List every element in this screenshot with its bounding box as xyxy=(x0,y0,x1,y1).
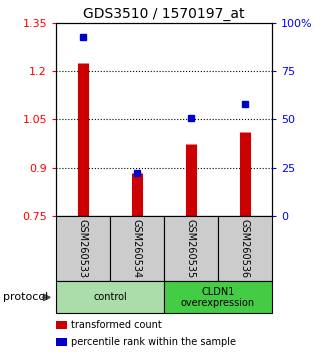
Bar xyxy=(164,216,218,281)
Text: GSM260534: GSM260534 xyxy=(132,219,142,278)
Text: GSM260536: GSM260536 xyxy=(240,219,250,278)
Text: GSM260535: GSM260535 xyxy=(186,219,196,278)
Bar xyxy=(110,216,164,281)
Title: GDS3510 / 1570197_at: GDS3510 / 1570197_at xyxy=(83,7,245,21)
Text: protocol: protocol xyxy=(3,292,48,302)
Text: GSM260533: GSM260533 xyxy=(78,219,88,278)
Text: control: control xyxy=(93,292,127,302)
Text: CLDN1
overexpression: CLDN1 overexpression xyxy=(181,286,255,308)
Bar xyxy=(56,216,110,281)
Bar xyxy=(164,281,272,313)
Bar xyxy=(218,216,272,281)
Bar xyxy=(56,281,164,313)
Text: percentile rank within the sample: percentile rank within the sample xyxy=(71,337,236,347)
Text: transformed count: transformed count xyxy=(71,320,162,330)
